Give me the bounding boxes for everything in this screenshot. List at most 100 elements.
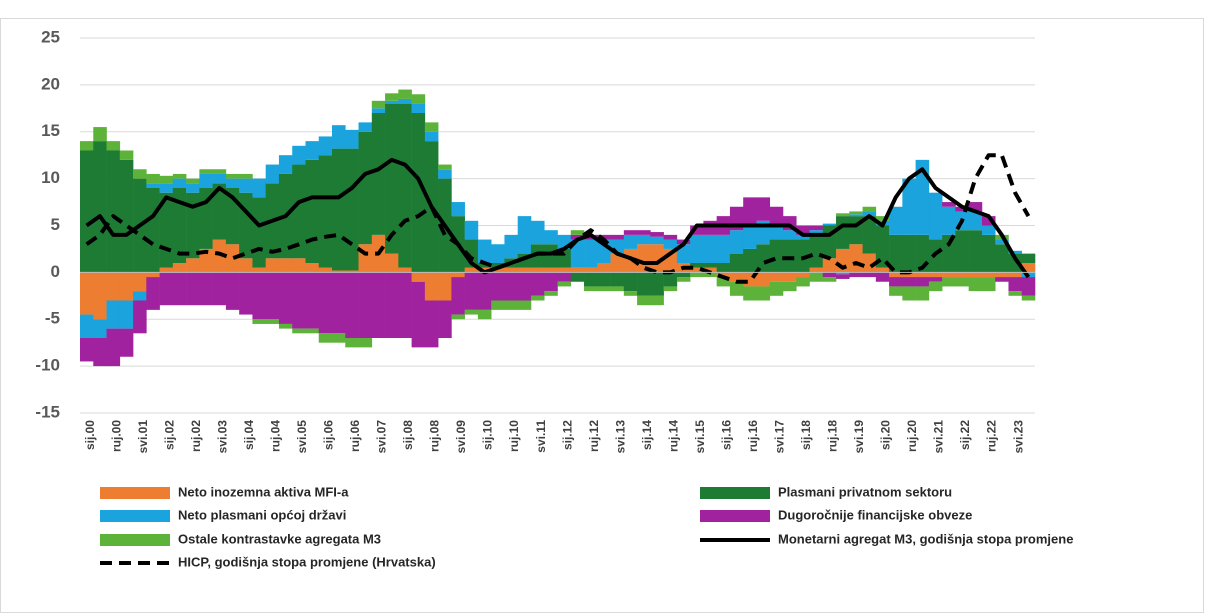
bar-segment (729, 230, 744, 254)
bar-segment (119, 150, 134, 160)
bar-segment (875, 216, 890, 221)
bar-segment (676, 272, 691, 278)
bar-segment (424, 122, 439, 132)
bar-segment (530, 267, 545, 273)
bar-segment (756, 286, 771, 301)
bar-segment (225, 173, 240, 179)
bar-segment (756, 244, 771, 273)
bar-segment (690, 263, 704, 268)
bar-segment (889, 272, 903, 278)
bar-segment (358, 122, 373, 132)
bar-segment (1008, 277, 1023, 292)
x-tick-label: sij.00 (83, 420, 97, 450)
bar-segment (862, 206, 877, 212)
bar-segment (836, 213, 850, 217)
bar-segment (239, 173, 253, 179)
bar-segment (438, 300, 452, 338)
bar-segment (292, 272, 306, 329)
bar-segment (332, 272, 346, 334)
bar-segment (544, 230, 558, 245)
bar-segment (119, 300, 134, 329)
x-tick-label: svi.07 (375, 420, 389, 454)
bar-segment (968, 211, 983, 231)
bar-segment (491, 244, 505, 263)
bar-segment (80, 141, 94, 151)
bar-segment (199, 173, 213, 188)
bar-segment (265, 272, 280, 320)
bar-segment (398, 103, 412, 268)
bar-segment (278, 258, 293, 273)
bar-segment (782, 239, 797, 273)
bar-segment (438, 164, 452, 170)
bar-segment (995, 244, 1009, 273)
bar-segment (172, 188, 187, 263)
bar-segment (995, 239, 1009, 245)
bar-segment (106, 300, 121, 329)
y-tick-label: 20 (41, 74, 60, 93)
bar-segment (942, 277, 956, 287)
bar-segment (610, 272, 625, 287)
bar-segment (889, 206, 903, 235)
x-tick-label: sij.04 (242, 420, 256, 450)
bar-segment (928, 272, 943, 278)
bar-segment (345, 129, 359, 149)
bar-segment (570, 267, 585, 273)
bar-segment (212, 183, 227, 240)
bar-segment (849, 272, 863, 278)
bar-segment (411, 281, 426, 348)
bar-segment (80, 338, 94, 362)
bar-segment (186, 192, 200, 259)
bar-segment (902, 277, 916, 287)
x-tick-label: ruj.16 (746, 420, 760, 452)
bar-segment (650, 236, 664, 245)
bar-segment (796, 234, 810, 240)
bar-segment (305, 263, 320, 273)
bar-segment (610, 234, 625, 240)
bar-segment (836, 272, 850, 275)
legend-swatch (100, 510, 170, 522)
bar-segment (703, 263, 717, 268)
bar-segment (292, 145, 306, 165)
bar-segment (557, 272, 572, 282)
bar-segment (663, 272, 678, 287)
bar-segment (557, 267, 572, 273)
x-tick-label: sij.12 (560, 420, 574, 450)
bar-segment (146, 183, 160, 188)
bar-segment (955, 272, 969, 278)
bar-segment (809, 267, 824, 273)
x-tick-label: svi.11 (534, 420, 548, 453)
y-tick-label: -15 (35, 402, 60, 421)
bar-segment (93, 338, 107, 367)
bar-segment (504, 272, 519, 301)
bar-segment (743, 248, 757, 273)
bar-segment (119, 328, 134, 357)
bar-segment (212, 173, 227, 184)
bar-segment (491, 267, 505, 273)
bar-segment (849, 211, 863, 215)
bar-segment (822, 272, 837, 278)
bar-segment (477, 272, 492, 310)
x-tick-label: sij.02 (162, 420, 176, 450)
bar-segment (424, 272, 439, 301)
bar-segment (93, 272, 107, 320)
bar-segment (1021, 253, 1036, 263)
bar-segment (968, 277, 983, 292)
bar-segment (345, 148, 359, 271)
bar-segment (981, 234, 996, 273)
bar-segment (80, 314, 94, 338)
bar-segment (93, 127, 107, 142)
y-tick-label: -10 (35, 356, 60, 375)
bar-segment (769, 281, 784, 296)
legend-swatch (100, 487, 170, 499)
bar-segment (968, 230, 983, 273)
bar-segment (650, 295, 664, 306)
bar-segment (517, 267, 532, 273)
bar-segment (769, 272, 784, 282)
x-tick-label: sij.20 (879, 420, 893, 450)
bar-segment (968, 202, 983, 212)
bar-segment (690, 267, 704, 273)
bar-segment (597, 263, 611, 273)
bar-segment (225, 272, 240, 310)
bar-segment (716, 272, 731, 278)
bar-segment (862, 253, 877, 273)
